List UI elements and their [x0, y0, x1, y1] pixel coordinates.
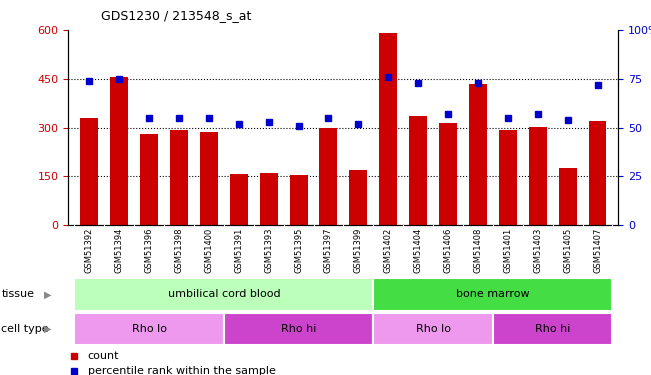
- Bar: [493, 313, 613, 345]
- Bar: [589, 121, 607, 225]
- Text: Rho lo: Rho lo: [132, 324, 167, 334]
- Text: cell type: cell type: [1, 324, 49, 334]
- Text: Rho hi: Rho hi: [281, 324, 316, 334]
- Text: tissue: tissue: [1, 290, 35, 299]
- Text: count: count: [88, 351, 119, 361]
- Bar: [469, 84, 487, 225]
- Bar: [74, 313, 224, 345]
- Bar: [170, 130, 188, 225]
- Bar: [373, 313, 493, 345]
- Bar: [200, 132, 218, 225]
- Text: GDS1230 / 213548_s_at: GDS1230 / 213548_s_at: [101, 9, 251, 22]
- Bar: [80, 118, 98, 225]
- Bar: [439, 123, 457, 225]
- Text: Rho hi: Rho hi: [535, 324, 570, 334]
- Text: ▶: ▶: [44, 290, 52, 299]
- Bar: [380, 33, 397, 225]
- Bar: [224, 313, 373, 345]
- Text: percentile rank within the sample: percentile rank within the sample: [88, 366, 275, 375]
- Bar: [260, 173, 277, 225]
- Text: bone marrow: bone marrow: [456, 290, 530, 299]
- Bar: [140, 134, 158, 225]
- Bar: [320, 128, 337, 225]
- Bar: [290, 175, 307, 225]
- Bar: [409, 116, 427, 225]
- Bar: [350, 170, 367, 225]
- Bar: [110, 77, 128, 225]
- Text: Rho lo: Rho lo: [415, 324, 450, 334]
- Bar: [74, 278, 373, 311]
- Text: umbilical cord blood: umbilical cord blood: [167, 290, 280, 299]
- Text: ▶: ▶: [44, 324, 52, 334]
- Bar: [230, 174, 248, 225]
- Bar: [499, 130, 517, 225]
- Bar: [373, 278, 613, 311]
- Bar: [559, 168, 577, 225]
- Bar: [529, 126, 547, 225]
